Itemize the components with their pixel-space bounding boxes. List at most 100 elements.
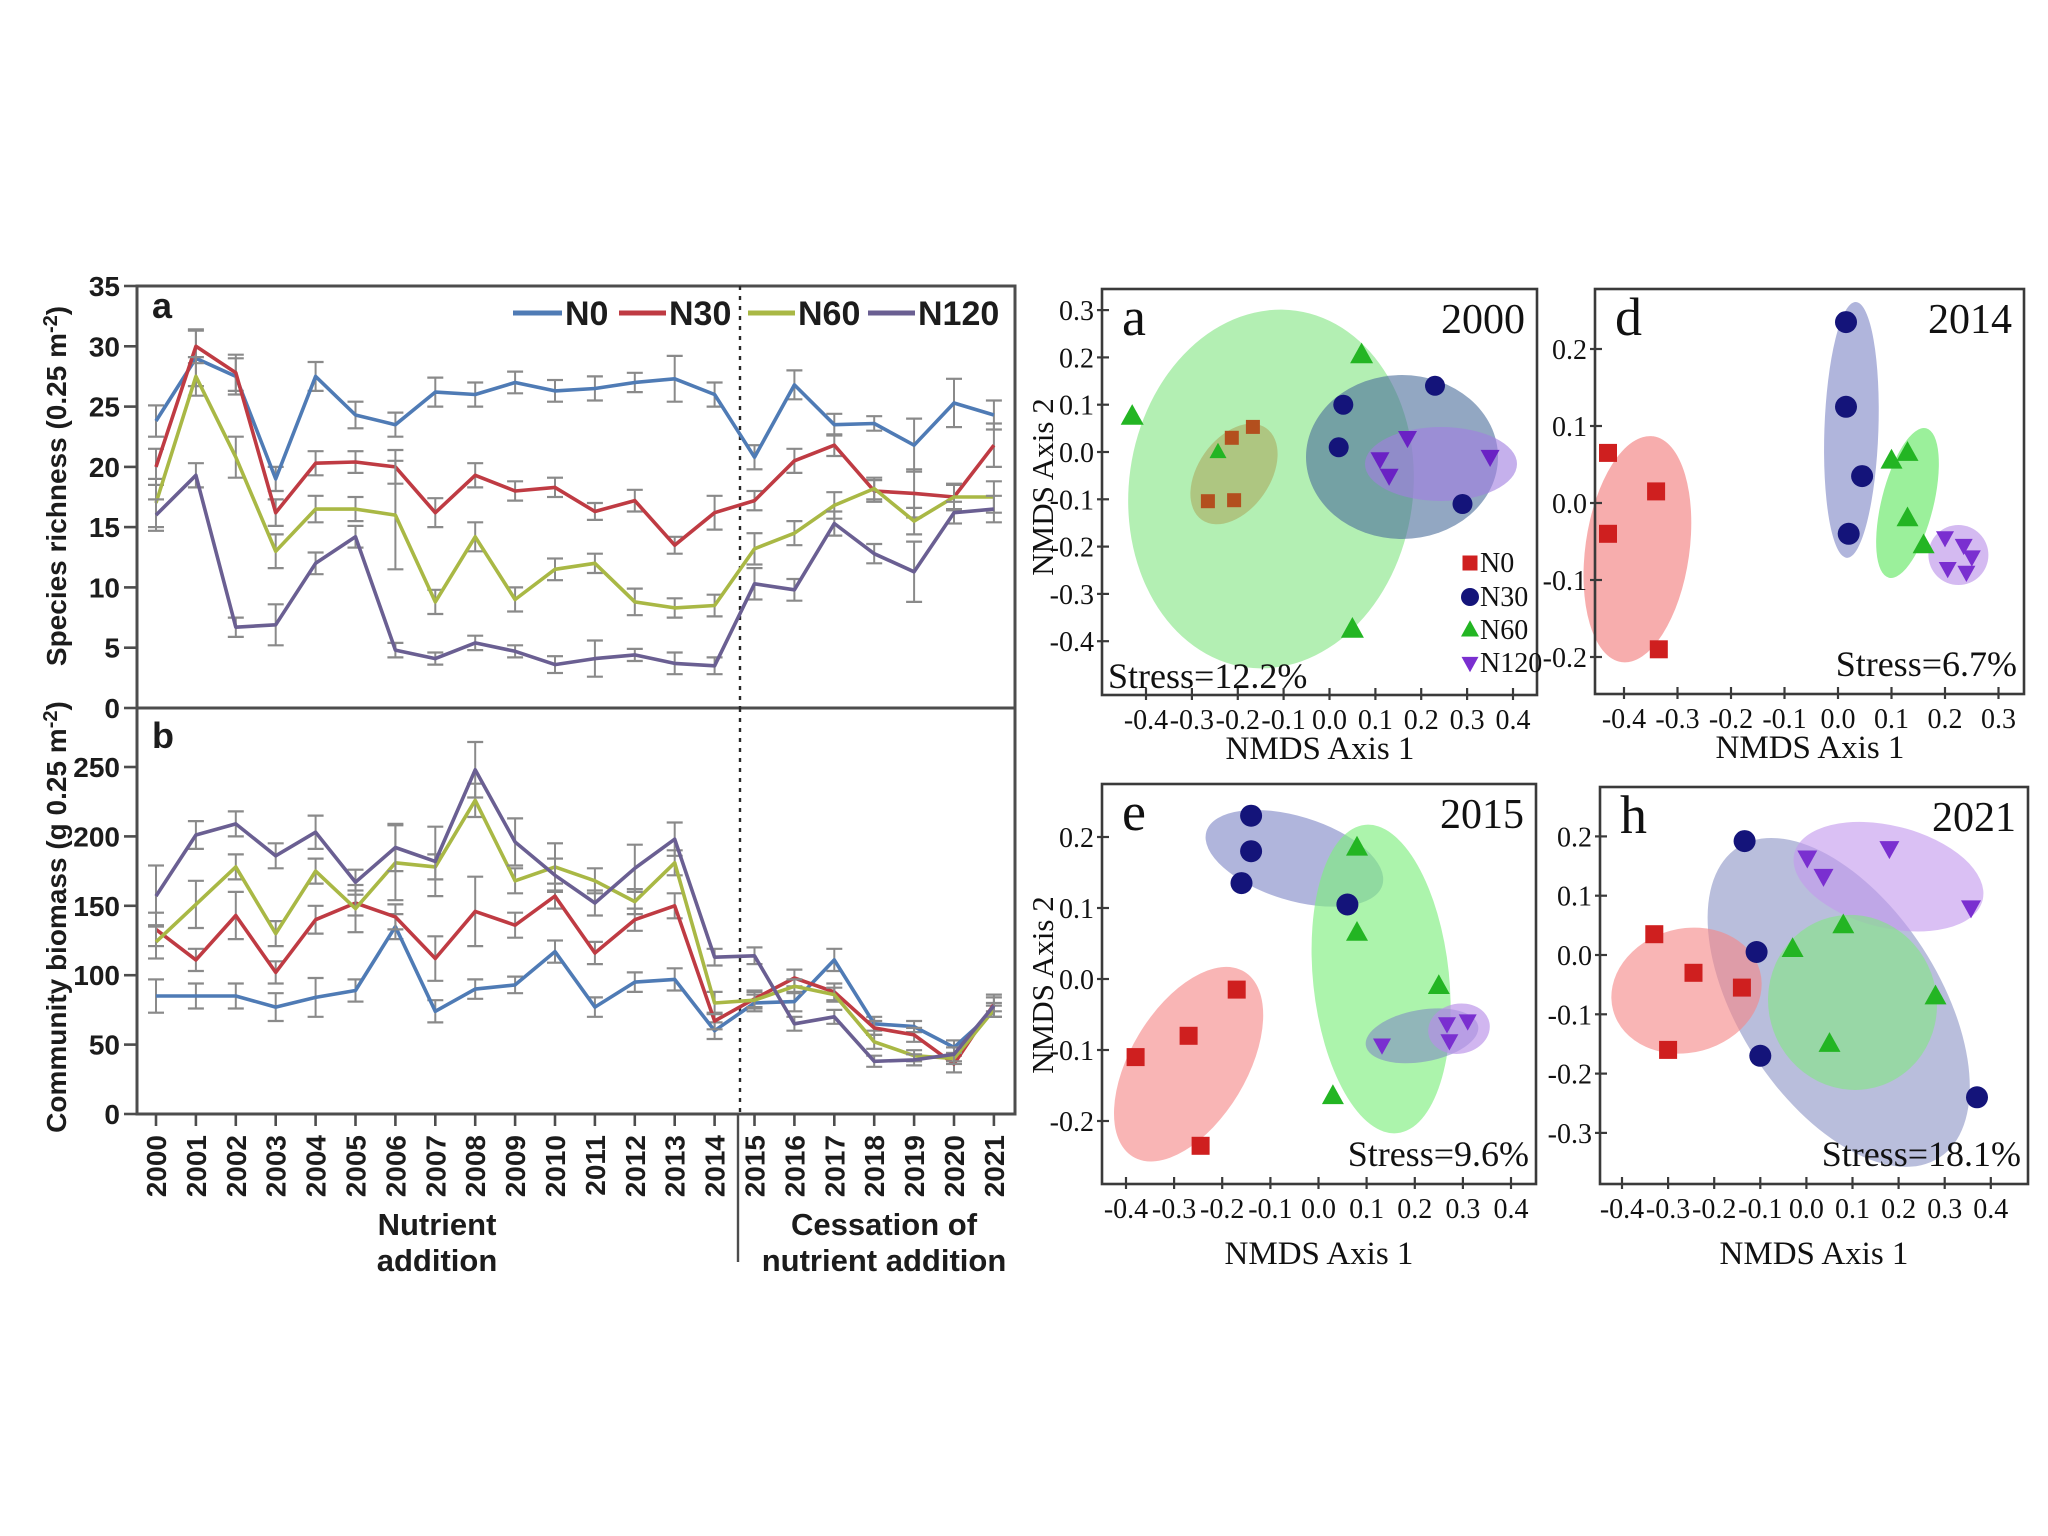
svg-text:-0.3: -0.3 <box>1646 1194 1690 1225</box>
svg-text:-0.3: -0.3 <box>1655 704 1699 735</box>
svg-text:0.3: 0.3 <box>1981 704 2016 735</box>
svg-text:0.0: 0.0 <box>1552 489 1587 520</box>
svg-text:Species richness (0.25 m-2): Species richness (0.25 m-2) <box>40 306 72 666</box>
svg-text:2019: 2019 <box>899 1135 930 1197</box>
svg-text:-0.2: -0.2 <box>1216 705 1260 736</box>
svg-text:0.4: 0.4 <box>1494 1194 1529 1225</box>
svg-text:2020: 2020 <box>939 1135 970 1197</box>
svg-text:-0.1: -0.1 <box>1261 705 1305 736</box>
svg-text:30: 30 <box>89 331 120 362</box>
svg-text:N0: N0 <box>565 295 608 333</box>
svg-text:2012: 2012 <box>620 1135 651 1197</box>
svg-text:-0.4: -0.4 <box>1050 627 1094 658</box>
svg-text:150: 150 <box>73 891 120 922</box>
svg-text:-0.1: -0.1 <box>1738 1194 1782 1225</box>
svg-text:Community biomass (g 0.25 m-2): Community biomass (g 0.25 m-2) <box>40 701 72 1133</box>
svg-text:-0.2: -0.2 <box>1050 1107 1094 1138</box>
svg-text:-0.2: -0.2 <box>1692 1194 1736 1225</box>
svg-text:20: 20 <box>89 452 120 483</box>
svg-text:0.2: 0.2 <box>1881 1194 1916 1225</box>
svg-text:0.4: 0.4 <box>1496 705 1531 736</box>
svg-text:Stress=18.1%: Stress=18.1% <box>1822 1134 2021 1174</box>
svg-text:0.1: 0.1 <box>1557 882 1592 913</box>
svg-text:0.3: 0.3 <box>1059 296 1094 327</box>
svg-text:Stress=6.7%: Stress=6.7% <box>1836 644 2017 684</box>
svg-text:0.1: 0.1 <box>1835 1194 1870 1225</box>
svg-text:0: 0 <box>104 693 120 724</box>
svg-text:-0.3: -0.3 <box>1548 1119 1592 1150</box>
svg-text:N0: N0 <box>1480 548 1514 579</box>
svg-text:0.1: 0.1 <box>1874 704 1909 735</box>
svg-text:-0.3: -0.3 <box>1170 705 1214 736</box>
svg-text:2003: 2003 <box>261 1135 292 1197</box>
svg-text:2011: 2011 <box>580 1135 611 1196</box>
svg-text:2006: 2006 <box>380 1135 411 1197</box>
svg-text:-0.2: -0.2 <box>1050 533 1094 564</box>
svg-text:-0.3: -0.3 <box>1050 580 1094 611</box>
svg-text:0.2: 0.2 <box>1059 343 1094 374</box>
svg-text:0.0: 0.0 <box>1557 941 1592 972</box>
svg-text:2001: 2001 <box>181 1135 212 1197</box>
svg-text:-0.4: -0.4 <box>1600 1194 1644 1225</box>
svg-text:N120: N120 <box>918 295 999 333</box>
svg-text:N60: N60 <box>1480 615 1528 646</box>
svg-text:b: b <box>152 715 174 756</box>
svg-text:-0.2: -0.2 <box>1548 1060 1592 1091</box>
svg-text:-0.4: -0.4 <box>1104 1194 1148 1225</box>
svg-text:N60: N60 <box>798 295 860 333</box>
svg-text:2021: 2021 <box>979 1135 1010 1197</box>
svg-text:0.1: 0.1 <box>1059 391 1094 422</box>
svg-text:10: 10 <box>89 572 120 603</box>
svg-text:N30: N30 <box>1480 582 1528 613</box>
svg-text:2007: 2007 <box>420 1135 451 1197</box>
svg-text:0.2: 0.2 <box>1404 705 1439 736</box>
svg-text:0.1: 0.1 <box>1349 1194 1384 1225</box>
svg-text:e: e <box>1122 782 1146 842</box>
svg-text:2014: 2014 <box>1928 297 2012 343</box>
svg-text:2014: 2014 <box>700 1135 731 1198</box>
svg-text:2018: 2018 <box>859 1135 890 1197</box>
svg-text:-0.3: -0.3 <box>1152 1194 1196 1225</box>
svg-text:0.4: 0.4 <box>1973 1194 2008 1225</box>
svg-text:0.2: 0.2 <box>1397 1194 1432 1225</box>
svg-text:0.2: 0.2 <box>1928 704 1963 735</box>
svg-text:NMDS Axis 2: NMDS Axis 2 <box>1025 896 1060 1073</box>
svg-text:NMDS Axis 2: NMDS Axis 2 <box>1025 398 1060 575</box>
svg-text:NMDS Axis 1: NMDS Axis 1 <box>1226 731 1415 767</box>
svg-text:0.3: 0.3 <box>1450 705 1485 736</box>
svg-text:2002: 2002 <box>221 1135 252 1197</box>
svg-text:0.0: 0.0 <box>1312 705 1347 736</box>
svg-text:2016: 2016 <box>779 1135 810 1197</box>
svg-text:N120: N120 <box>1480 648 1542 679</box>
svg-text:15: 15 <box>89 512 120 543</box>
svg-text:0.2: 0.2 <box>1552 335 1587 366</box>
svg-text:0.1: 0.1 <box>1358 705 1393 736</box>
svg-text:200: 200 <box>73 821 120 852</box>
svg-text:-0.4: -0.4 <box>1124 705 1168 736</box>
svg-text:Nutrient: Nutrient <box>378 1207 497 1242</box>
svg-text:-0.1: -0.1 <box>1543 566 1587 597</box>
svg-text:NMDS Axis 1: NMDS Axis 1 <box>1720 1236 1909 1272</box>
svg-text:0.2: 0.2 <box>1557 822 1592 853</box>
svg-text:Cessation of: Cessation of <box>791 1207 978 1242</box>
svg-text:2015: 2015 <box>740 1135 771 1197</box>
svg-text:-0.1: -0.1 <box>1762 704 1806 735</box>
svg-text:0.0: 0.0 <box>1821 704 1856 735</box>
svg-text:2015: 2015 <box>1440 792 1524 838</box>
svg-text:50: 50 <box>89 1030 120 1061</box>
svg-text:25: 25 <box>89 392 120 423</box>
svg-text:nutrient addition: nutrient addition <box>762 1243 1007 1278</box>
svg-text:h: h <box>1620 785 1647 845</box>
svg-text:NMDS Axis 1: NMDS Axis 1 <box>1225 1236 1414 1272</box>
svg-text:5: 5 <box>104 633 120 664</box>
svg-text:-0.1: -0.1 <box>1050 1036 1094 1067</box>
svg-text:NMDS Axis 1: NMDS Axis 1 <box>1716 730 1905 766</box>
svg-text:2000: 2000 <box>141 1135 172 1197</box>
svg-text:Stress=12.2%: Stress=12.2% <box>1108 656 1307 696</box>
svg-text:-0.2: -0.2 <box>1709 704 1753 735</box>
svg-text:2009: 2009 <box>500 1135 531 1197</box>
svg-text:2005: 2005 <box>341 1135 372 1197</box>
svg-text:addition: addition <box>377 1243 498 1278</box>
svg-text:2017: 2017 <box>819 1135 850 1197</box>
svg-text:a: a <box>1122 287 1146 347</box>
